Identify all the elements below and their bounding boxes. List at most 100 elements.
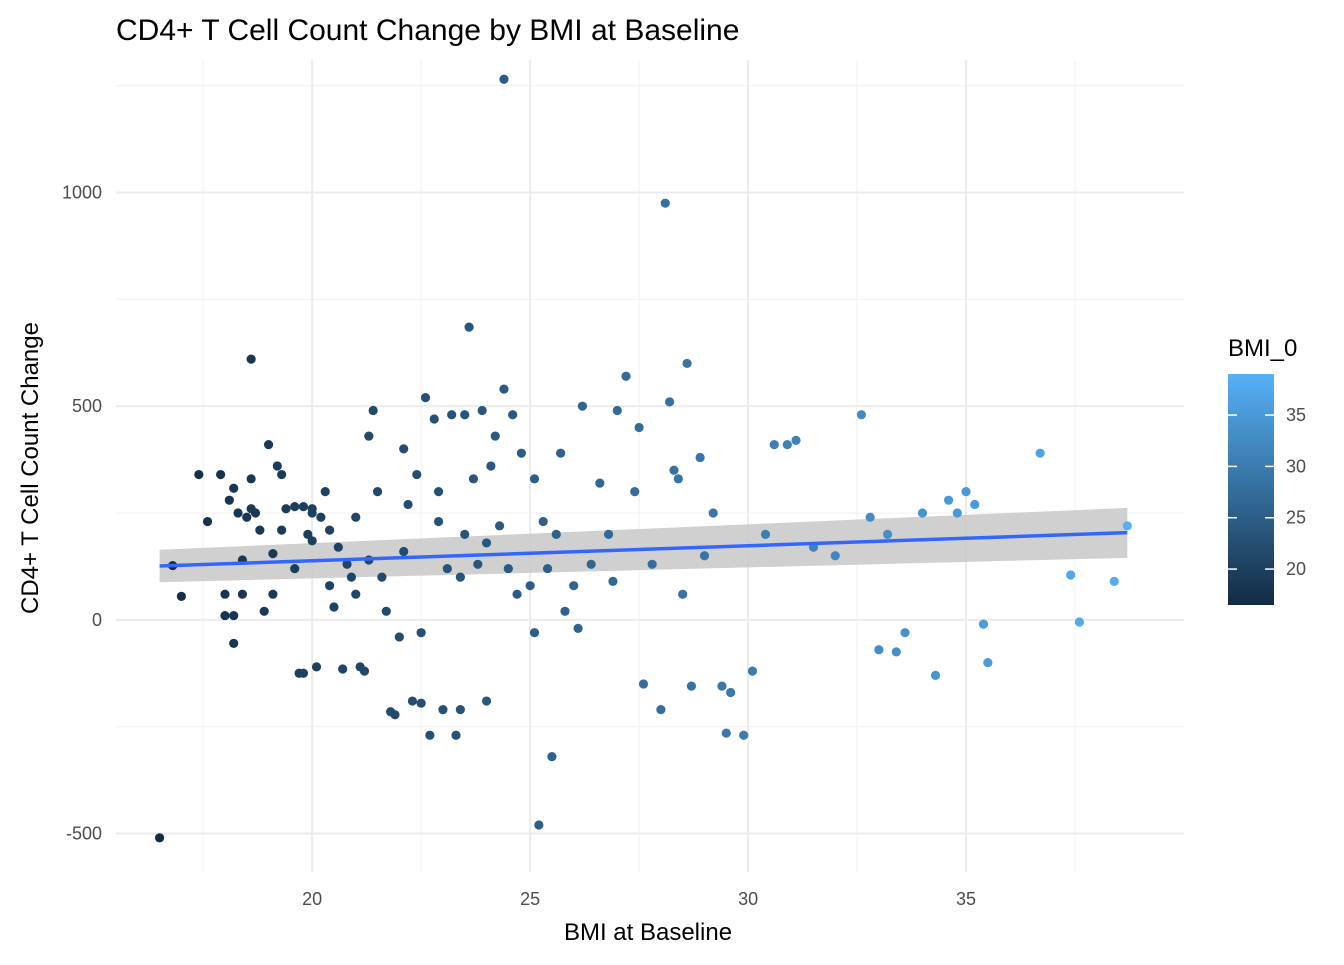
data-point <box>229 483 239 493</box>
data-point <box>233 508 243 518</box>
data-point <box>220 610 230 621</box>
y-axis-title: CD4+ T Cell Count Change <box>17 322 44 614</box>
data-point <box>560 606 570 616</box>
data-point <box>394 632 404 642</box>
x-tick-label: 30 <box>738 889 758 909</box>
data-point <box>486 461 496 471</box>
data-point <box>983 657 993 668</box>
data-point <box>874 645 884 655</box>
data-point <box>739 730 749 740</box>
data-point <box>1109 576 1119 586</box>
data-point <box>525 581 535 591</box>
data-point <box>542 563 553 574</box>
trend-line <box>159 530 1128 568</box>
data-point <box>573 623 583 634</box>
data-point <box>747 666 758 676</box>
data-point <box>338 664 348 674</box>
legend-tick-label: 35 <box>1286 405 1306 425</box>
data-point <box>416 698 426 708</box>
data-point <box>529 628 540 638</box>
data-point <box>1122 521 1132 531</box>
data-point <box>154 833 165 843</box>
data-point <box>281 504 291 514</box>
data-point <box>490 431 500 441</box>
data-point <box>298 668 309 678</box>
data-point <box>455 572 465 582</box>
data-point <box>351 512 361 522</box>
data-point <box>250 508 261 518</box>
data-point <box>464 322 474 332</box>
data-point <box>320 487 330 497</box>
data-point <box>1074 617 1084 627</box>
legend-tick-label: 20 <box>1286 559 1306 579</box>
data-point <box>346 572 356 582</box>
data-point <box>216 469 226 480</box>
data-point <box>438 705 448 715</box>
legend-ticks: 20 25 30 35 <box>1228 405 1306 579</box>
data-point <box>447 410 457 420</box>
data-point <box>612 405 622 416</box>
data-point <box>399 546 409 557</box>
data-point <box>377 572 387 582</box>
data-point <box>481 696 492 706</box>
data-point <box>229 638 239 648</box>
data-point <box>865 512 875 522</box>
x-axis-title: BMI at Baseline <box>564 919 732 946</box>
data-point <box>433 516 444 527</box>
regression-line <box>159 530 1128 568</box>
data-point <box>556 448 566 458</box>
data-point <box>412 469 422 480</box>
data-point <box>900 628 910 638</box>
data-point <box>325 581 335 591</box>
color-legend: BMI_0 20 25 30 35 <box>1228 335 1306 605</box>
x-tick-label: 25 <box>520 889 540 909</box>
data-point <box>695 452 705 463</box>
data-point <box>372 487 383 497</box>
data-point <box>656 705 666 715</box>
x-tick-label: 20 <box>302 889 322 909</box>
data-point <box>455 705 465 715</box>
data-point <box>202 516 213 527</box>
data-point <box>381 606 391 616</box>
data-point <box>717 681 727 691</box>
data-point <box>944 495 954 505</box>
data-point <box>516 448 527 458</box>
data-point <box>882 529 893 539</box>
data-points <box>154 74 1132 843</box>
data-point <box>603 529 614 539</box>
data-point <box>333 542 343 552</box>
data-point <box>268 589 278 599</box>
data-point <box>647 559 657 569</box>
data-point <box>242 512 252 522</box>
data-point <box>473 559 483 569</box>
data-point <box>1035 448 1045 458</box>
data-point <box>769 440 779 450</box>
legend-tick-label: 25 <box>1286 508 1306 528</box>
data-point <box>460 529 470 539</box>
data-point <box>246 474 256 484</box>
data-point <box>263 440 274 450</box>
data-point <box>499 74 509 84</box>
data-point <box>595 478 605 488</box>
data-point <box>481 538 492 548</box>
data-point <box>678 589 688 599</box>
data-point <box>368 405 378 416</box>
data-point <box>316 512 326 522</box>
data-point <box>708 508 718 518</box>
data-point <box>630 487 640 497</box>
data-point <box>760 529 771 539</box>
data-point <box>277 469 287 480</box>
data-point <box>255 525 265 535</box>
data-point <box>307 504 317 514</box>
y-tick-label: 500 <box>72 396 102 416</box>
data-point <box>451 730 461 740</box>
data-point <box>534 820 544 830</box>
data-point <box>429 414 439 424</box>
data-point <box>930 670 941 681</box>
data-point <box>830 551 840 561</box>
data-point <box>660 198 670 208</box>
data-point <box>329 602 339 612</box>
data-point <box>359 666 370 676</box>
data-point <box>442 563 452 574</box>
